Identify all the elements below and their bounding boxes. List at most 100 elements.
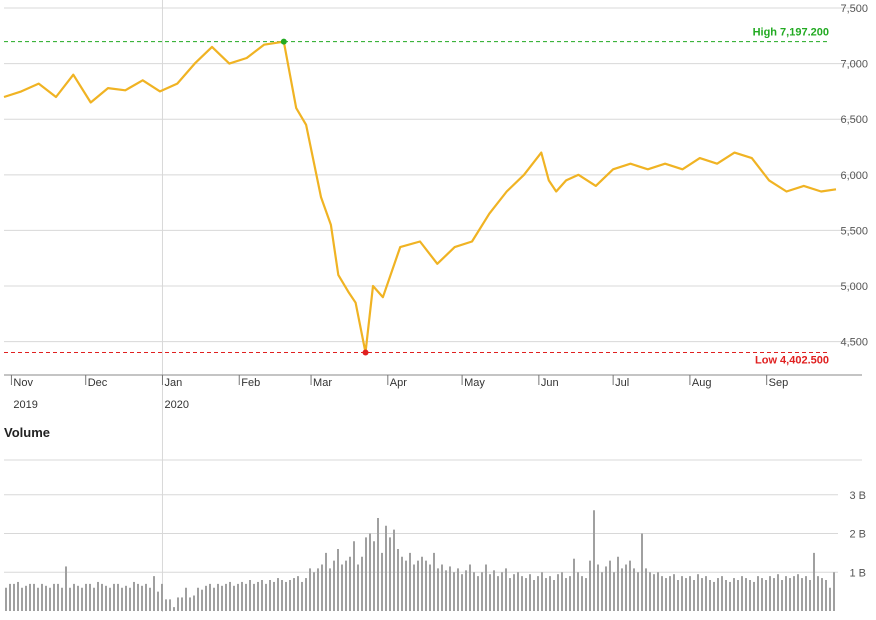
volume-bar: [809, 580, 811, 611]
volume-bar: [177, 597, 179, 611]
volume-bar: [613, 572, 615, 611]
volume-bar: [13, 583, 15, 612]
volume-bar: [309, 568, 311, 612]
volume-bar: [237, 583, 239, 612]
price-series: [3, 38, 837, 356]
volume-bar: [229, 581, 231, 611]
volume-bar: [141, 585, 143, 611]
volume-bar: [633, 568, 635, 612]
volume-bar: [277, 578, 279, 611]
volume-bar: [289, 580, 291, 611]
volume-bar: [321, 564, 323, 611]
volume-bar: [681, 576, 683, 612]
volume-bar: [17, 581, 19, 611]
volume-bar: [65, 566, 67, 611]
volume-bar: [37, 587, 39, 611]
volume-bar: [261, 580, 263, 611]
volume-bar: [357, 564, 359, 611]
volume-bar: [313, 572, 315, 611]
volume-bar: [769, 576, 771, 612]
volume-bar: [465, 570, 467, 611]
volume-bar: [637, 572, 639, 611]
volume-bar: [737, 580, 739, 611]
volume-bar: [333, 560, 335, 612]
volume-bar: [189, 597, 191, 611]
volume-bar: [73, 583, 75, 612]
volume-bar: [485, 564, 487, 611]
volume-bar: [593, 510, 595, 611]
time-axis: Nov Dec Jan Feb Mar Apr May Jun Jul Aug Sep 2019 202…: [4, 374, 862, 411]
volume-bar: [721, 576, 723, 612]
price-y-tick-label: 7,500: [840, 3, 868, 15]
low-annotation-label: Low 4,402.500: [755, 354, 829, 366]
volume-bar: [481, 572, 483, 611]
volume-bar: [577, 572, 579, 611]
volume-bar: [385, 525, 387, 611]
volume-bar: [25, 585, 27, 611]
month-label: Aug: [692, 377, 712, 389]
volume-bar: [273, 581, 275, 611]
volume-bar: [409, 552, 411, 612]
volume-bar: [77, 585, 79, 611]
volume-bar: [517, 572, 519, 611]
volume-bar: [725, 580, 727, 611]
volume-bar: [61, 587, 63, 611]
volume-bar: [649, 572, 651, 611]
volume-bar: [513, 574, 515, 611]
volume-bar: [381, 552, 383, 612]
volume-bar: [449, 566, 451, 611]
volume-bar: [57, 583, 59, 612]
volume-bar: [49, 587, 51, 611]
volume-bar: [573, 558, 575, 611]
volume-bar: [41, 583, 43, 612]
volume-bar: [549, 576, 551, 612]
volume-bar: [269, 580, 271, 611]
volume-bar: [801, 578, 803, 611]
volume-bar: [497, 576, 499, 612]
volume-bar: [417, 560, 419, 612]
month-label: Dec: [88, 377, 108, 389]
price-y-tick-label: 7,000: [840, 59, 868, 71]
volume-bar: [453, 572, 455, 611]
month-label: Jan: [164, 377, 182, 389]
volume-bar: [705, 576, 707, 612]
price-y-tick-label: 5,000: [840, 281, 868, 293]
volume-bar: [629, 560, 631, 612]
volume-bar: [345, 560, 347, 612]
price-y-tick-label: 5,500: [840, 225, 868, 237]
volume-bar: [669, 576, 671, 612]
volume-bar: [9, 583, 11, 612]
volume-bar: [281, 580, 283, 611]
volume-bar: [585, 578, 587, 611]
price-y-axis: 4,500 5,000 5,500 6,000 6,500 7,000 7,500: [840, 3, 868, 349]
volume-bar: [173, 607, 175, 612]
volume-bar: [657, 572, 659, 611]
volume-bar: [689, 576, 691, 612]
volume-bar: [353, 541, 355, 611]
volume-bar: [589, 560, 591, 612]
volume-bar: [29, 583, 31, 612]
volume-bar: [249, 580, 251, 611]
volume-bar: [429, 564, 431, 611]
volume-y-tick-label: 3 B: [849, 490, 866, 502]
volume-bar: [741, 576, 743, 612]
volume-title: Volume: [4, 425, 50, 440]
volume-bar: [221, 585, 223, 611]
volume-bar: [525, 578, 527, 611]
volume-bar: [457, 568, 459, 612]
volume-bar: [753, 581, 755, 611]
low-marker: [362, 349, 369, 356]
volume-bar: [665, 578, 667, 611]
volume-bar: [241, 581, 243, 611]
month-label: Sep: [769, 377, 789, 389]
volume-bar: [805, 576, 807, 612]
volume-bar: [45, 585, 47, 611]
volume-bar: [145, 583, 147, 612]
month-label: Mar: [313, 377, 332, 389]
volume-bar: [113, 583, 115, 612]
volume-bar: [533, 580, 535, 611]
volume-bar: [677, 580, 679, 611]
volume-bar: [257, 581, 259, 611]
price-line: [3, 40, 837, 354]
volume-bar: [473, 572, 475, 611]
